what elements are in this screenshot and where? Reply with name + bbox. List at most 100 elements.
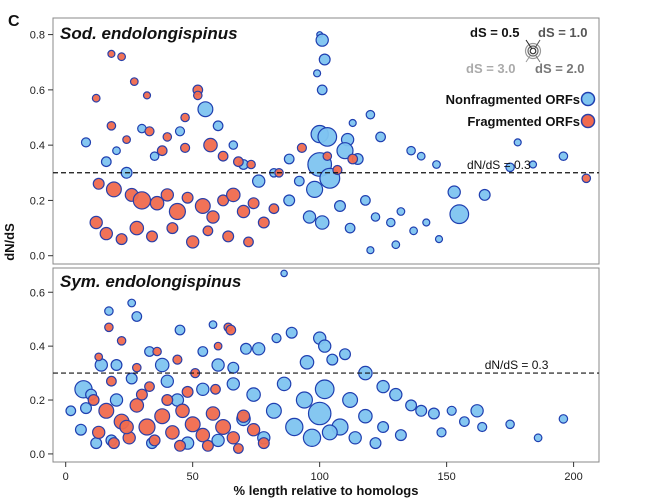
- nonfragmented-orf-point: [447, 185, 461, 199]
- nonfragmented-orf-point: [110, 359, 123, 372]
- nonfragmented-orf-point: [533, 433, 543, 443]
- nonfragmented-orf-point: [302, 428, 322, 447]
- nonfragmented-orf-point: [558, 151, 569, 161]
- nonfragmented-orf-point: [396, 207, 406, 216]
- nonfragmented-orf-point: [283, 153, 295, 165]
- nonfragmented-orf-point: [109, 393, 124, 407]
- nonfragmented-orf-point: [174, 126, 186, 137]
- nonfragmented-orf-point: [252, 174, 266, 188]
- nonfragmented-orf-point: [226, 377, 240, 391]
- panel-bottom: 0.0 0.2 0.4 0.6 dN/dS = 0.3 Sym. endolongis…: [30, 267, 600, 463]
- nonfragmented-orf-point: [416, 151, 426, 161]
- nonfragmented-orf-point: [449, 204, 470, 225]
- panel-top-points: [80, 31, 592, 255]
- nonfragmented-orf-point: [318, 339, 332, 353]
- y-tick-label: 0.2: [30, 195, 45, 207]
- fragmented-orf-point: [236, 409, 251, 423]
- fragmented-orf-point: [181, 385, 194, 398]
- fragmented-orf-point: [156, 145, 168, 157]
- nonfragmented-orf-point: [127, 298, 137, 308]
- y-tick-label: 0.0: [30, 449, 45, 461]
- fragmented-orf-point: [149, 195, 165, 211]
- fragmented-orf-point: [107, 437, 120, 450]
- x-tick-label: 0: [63, 471, 69, 483]
- fragmented-orf-point: [232, 156, 244, 168]
- fragmented-orf-point: [581, 173, 592, 184]
- fragmented-orf-point: [257, 216, 270, 229]
- nonfragmented-orf-point: [104, 306, 114, 316]
- fragmented-orf-point: [213, 341, 223, 351]
- nonfragmented-orf-point: [427, 407, 440, 420]
- fragmented-orf-point: [105, 181, 122, 198]
- legend-fragmented-marker: [580, 113, 596, 129]
- fragmented-orf-point: [129, 220, 145, 236]
- ds-legend-circle-small: [529, 47, 537, 55]
- panel-bottom-points: [65, 269, 569, 454]
- nonfragmented-orf-point: [336, 142, 354, 160]
- nonfragmented-orf-point: [271, 333, 282, 344]
- nonfragmented-orf-point: [197, 101, 214, 118]
- nonfragmented-orf-point: [65, 405, 77, 417]
- nonfragmented-orf-point: [112, 146, 121, 156]
- y-tick-label: 0.4: [30, 341, 45, 353]
- nonfragmented-orf-point: [321, 424, 338, 441]
- nonfragmented-orf-point: [280, 269, 288, 278]
- fragmented-orf-point: [144, 126, 155, 137]
- fragmented-orf-point: [232, 443, 244, 454]
- nonfragmented-orf-point: [478, 188, 491, 201]
- fragmented-orf-point: [132, 362, 142, 373]
- fragmented-orf-point: [89, 215, 103, 230]
- nonfragmented-orf-point: [446, 405, 457, 416]
- nonfragmented-orf-point: [315, 33, 329, 47]
- nonfragmented-orf-point: [470, 404, 484, 418]
- nonfragmented-orf-point: [79, 402, 92, 415]
- nonfragmented-orf-point: [306, 180, 324, 198]
- y-axis-title: dN/dS: [2, 223, 17, 261]
- fragmented-orf-point: [217, 150, 229, 162]
- nonfragmented-orf-point: [208, 320, 218, 330]
- nonfragmented-orf-point: [344, 222, 356, 234]
- y-tick-label: 0.8: [30, 30, 45, 42]
- fragmented-orf-point: [116, 335, 127, 346]
- panel-bottom-title: Sym. endolongispinus: [60, 272, 241, 291]
- nonfragmented-orf-point: [348, 431, 362, 445]
- nonfragmented-orf-point: [326, 353, 339, 366]
- series-legend: Nonfragmented ORFs Fragmented ORFs: [446, 91, 596, 129]
- fragmented-orf-point: [180, 112, 190, 123]
- fragmented-orf-point: [129, 398, 145, 413]
- fragmented-orf-point: [168, 202, 186, 221]
- nonfragmented-orf-point: [276, 376, 292, 392]
- nonfragmented-orf-point: [285, 326, 298, 339]
- y-tick-label: 0.6: [30, 287, 45, 299]
- nonfragmented-orf-point: [459, 416, 470, 428]
- nonfragmented-orf-point: [314, 379, 335, 400]
- nonfragmented-orf-point: [196, 382, 210, 396]
- fragmented-orf-point: [322, 151, 333, 161]
- fragmented-orf-point: [107, 49, 116, 59]
- nonfragmented-orf-point: [283, 194, 296, 207]
- fragmented-orf-point: [144, 381, 155, 393]
- nonfragmented-orf-point: [314, 215, 330, 230]
- fragmented-orf-point: [104, 322, 114, 333]
- x-axis: 0 50 100 150 200: [63, 462, 583, 483]
- ds-label-0-5: dS = 0.5: [470, 25, 520, 40]
- ds-label-1-0: dS = 1.0: [538, 25, 588, 40]
- fragmented-orf-point: [172, 354, 183, 365]
- ds-legend-pointer-3: [525, 55, 531, 63]
- fragmented-orf-point: [91, 93, 101, 103]
- nonfragmented-orf-point: [74, 423, 87, 436]
- fragmented-orf-point: [106, 121, 117, 131]
- nonfragmented-orf-point: [293, 175, 305, 187]
- fragmented-orf-point: [247, 197, 260, 210]
- nonfragmented-orf-point: [339, 348, 352, 361]
- fragmented-orf-point: [236, 204, 251, 219]
- nonfragmented-orf-point: [558, 414, 569, 424]
- nonfragmented-orf-point: [477, 421, 488, 433]
- ds-legend-pointer-4: [535, 55, 541, 63]
- fragmented-orf-point: [185, 235, 200, 249]
- fragmented-orf-point: [148, 434, 161, 447]
- x-axis-title: % length relative to homologs: [234, 483, 419, 498]
- fragmented-orf-point: [268, 203, 280, 215]
- nonfragmented-orf-point: [125, 372, 138, 385]
- x-tick-label: 50: [187, 471, 199, 483]
